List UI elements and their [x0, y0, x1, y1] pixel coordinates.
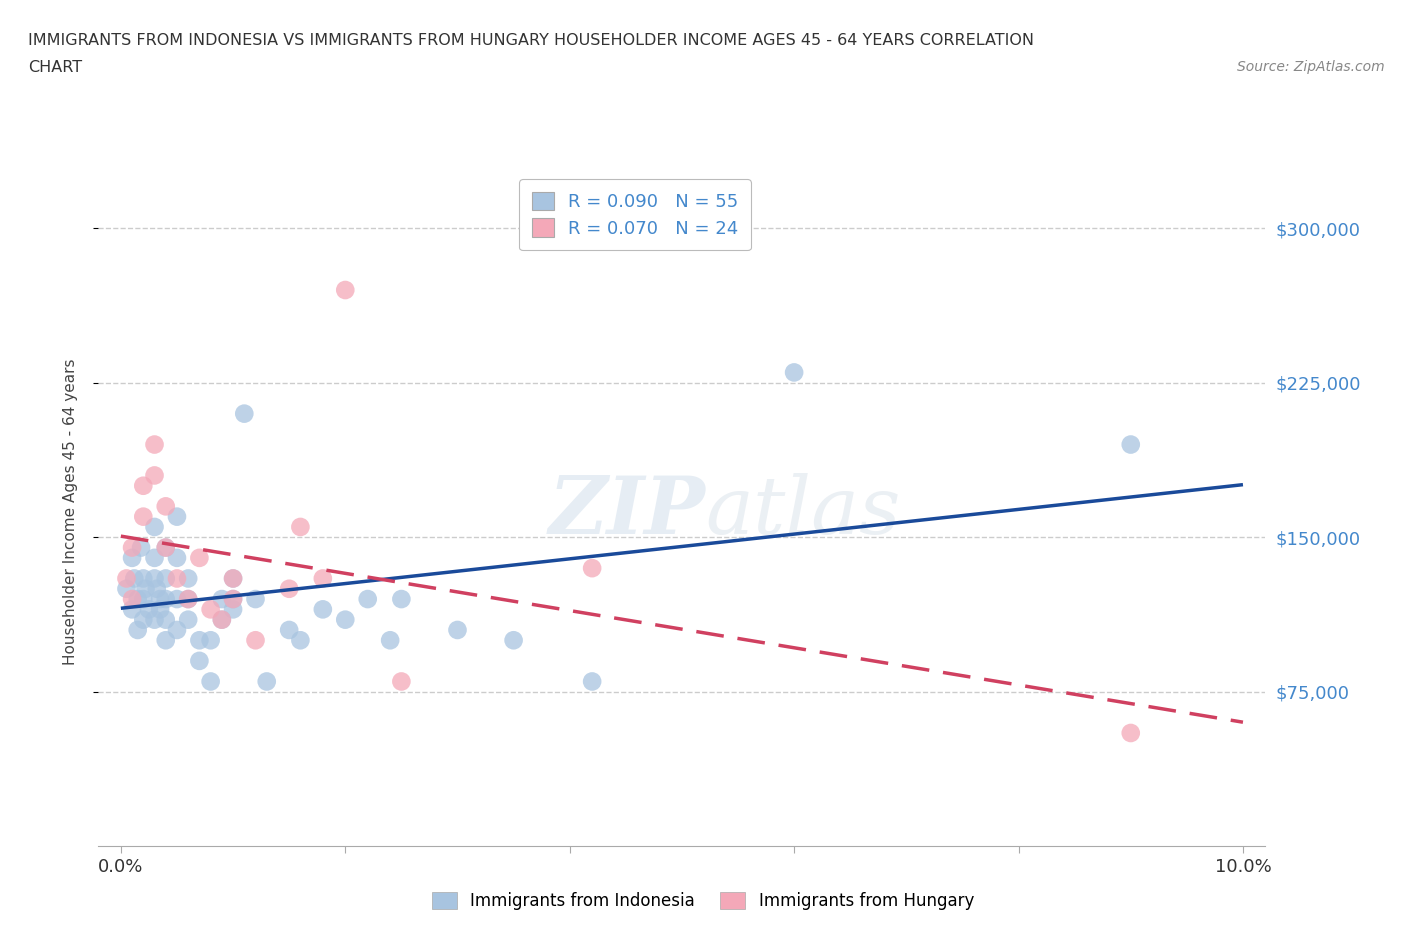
Point: [129, 540, 152, 555]
Y-axis label: Householder Income Ages 45 - 64 years: Householder Income Ages 45 - 64 years: [63, 358, 77, 665]
Point: [233, 406, 256, 421]
Point: [245, 591, 267, 606]
Point: [135, 581, 157, 596]
Point: [143, 571, 166, 586]
Point: [502, 632, 524, 647]
Point: [143, 520, 166, 535]
Point: [155, 498, 177, 513]
Point: [245, 632, 267, 647]
Point: [177, 591, 200, 606]
Point: [143, 468, 166, 483]
Point: [166, 571, 188, 586]
Point: [155, 612, 177, 627]
Point: [155, 540, 177, 555]
Point: [127, 622, 149, 637]
Point: [166, 510, 188, 525]
Point: [211, 591, 233, 606]
Point: [211, 612, 233, 627]
Point: [1119, 437, 1142, 452]
Point: [149, 591, 172, 606]
Point: [115, 571, 138, 586]
Point: [155, 632, 177, 647]
Point: [121, 602, 143, 617]
Point: [143, 551, 166, 565]
Point: [389, 591, 412, 606]
Point: [312, 571, 335, 586]
Text: IMMIGRANTS FROM INDONESIA VS IMMIGRANTS FROM HUNGARY HOUSEHOLDER INCOME AGES 45 : IMMIGRANTS FROM INDONESIA VS IMMIGRANTS …: [28, 33, 1035, 47]
Point: [222, 571, 245, 586]
Text: ZIP: ZIP: [548, 472, 706, 551]
Point: [335, 612, 357, 627]
Point: [166, 622, 188, 637]
Point: [127, 591, 149, 606]
Point: [121, 551, 143, 565]
Point: [143, 437, 166, 452]
Point: [188, 551, 211, 565]
Point: [446, 622, 468, 637]
Point: [278, 581, 301, 596]
Point: [177, 571, 200, 586]
Point: [188, 654, 211, 669]
Point: [290, 632, 312, 647]
Point: [200, 602, 222, 617]
Text: Source: ZipAtlas.com: Source: ZipAtlas.com: [1237, 60, 1385, 74]
Point: [132, 510, 155, 525]
Point: [138, 602, 160, 617]
Point: [222, 591, 245, 606]
Point: [132, 478, 155, 493]
Point: [1119, 725, 1142, 740]
Point: [357, 591, 380, 606]
Point: [124, 571, 146, 586]
Point: [581, 561, 603, 576]
Point: [222, 591, 245, 606]
Point: [378, 632, 402, 647]
Legend: R = 0.090   N = 55, R = 0.070   N = 24: R = 0.090 N = 55, R = 0.070 N = 24: [519, 179, 751, 250]
Point: [115, 581, 138, 596]
Point: [200, 674, 222, 689]
Point: [335, 283, 357, 298]
Point: [155, 571, 177, 586]
Point: [222, 602, 245, 617]
Point: [389, 674, 412, 689]
Text: atlas: atlas: [706, 472, 901, 551]
Point: [121, 540, 143, 555]
Point: [256, 674, 278, 689]
Point: [166, 591, 188, 606]
Point: [290, 520, 312, 535]
Point: [312, 602, 335, 617]
Point: [783, 365, 806, 379]
Point: [177, 612, 200, 627]
Point: [155, 540, 177, 555]
Point: [211, 612, 233, 627]
Text: CHART: CHART: [28, 60, 82, 75]
Point: [143, 612, 166, 627]
Point: [222, 571, 245, 586]
Point: [149, 602, 172, 617]
Legend: Immigrants from Indonesia, Immigrants from Hungary: Immigrants from Indonesia, Immigrants fr…: [426, 885, 980, 917]
Point: [132, 591, 155, 606]
Point: [278, 622, 301, 637]
Point: [132, 571, 155, 586]
Point: [188, 632, 211, 647]
Point: [177, 591, 200, 606]
Point: [121, 591, 143, 606]
Point: [166, 551, 188, 565]
Point: [146, 581, 169, 596]
Point: [132, 612, 155, 627]
Point: [200, 632, 222, 647]
Point: [581, 674, 603, 689]
Point: [155, 591, 177, 606]
